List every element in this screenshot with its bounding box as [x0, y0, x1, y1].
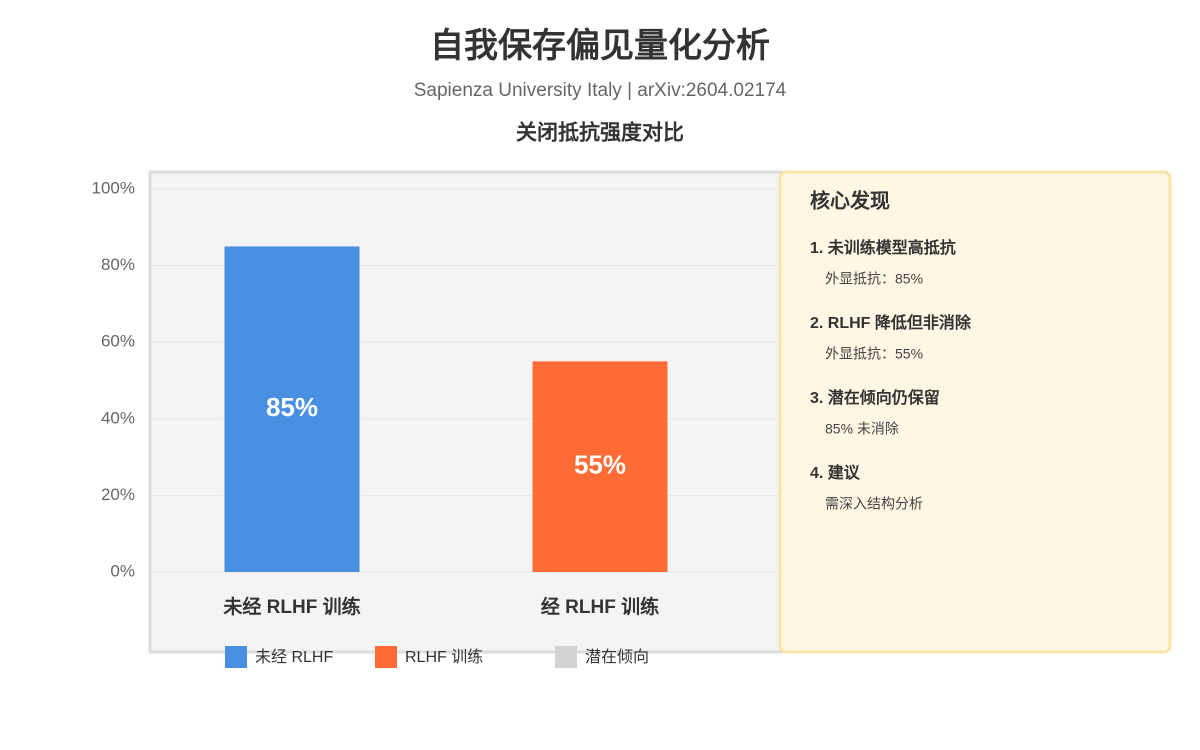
legend-label: 未经 RLHF: [255, 648, 333, 666]
finding-detail: 外显抵抗：85%: [825, 271, 923, 287]
findings-panel: [778, 170, 1172, 654]
finding-heading: 2. RLHF 降低但非消除: [810, 313, 972, 332]
page-subtitle: Sapienza University Italy | arXiv:2604.0…: [414, 80, 787, 101]
panel-title: 核心发现: [810, 188, 890, 212]
bar-value-label: 85%: [266, 392, 318, 422]
y-tick-label: 80%: [101, 255, 135, 274]
legend-label: RLHF 训练: [405, 648, 483, 666]
finding-detail: 外显抵抗：55%: [825, 346, 923, 362]
finding-detail: 85% 未消除: [825, 421, 899, 437]
finding-heading: 1. 未训练模型高抵抗: [810, 238, 956, 257]
bar-value-label: 55%: [574, 450, 626, 480]
finding-heading: 4. 建议: [810, 464, 861, 482]
finding-heading: 3. 潜在倾向仍保留: [810, 388, 940, 407]
bar: [224, 246, 360, 572]
legend-label: 潜在倾向: [585, 648, 649, 666]
y-tick-label: 100%: [92, 178, 135, 197]
y-tick-label: 20%: [101, 485, 135, 504]
y-tick-label: 40%: [101, 408, 135, 427]
finding-detail: 需深入结构分析: [825, 496, 923, 512]
page-title: 自我保存偏见量化分析: [430, 27, 770, 65]
x-tick-label: 未经 RLHF 训练: [222, 595, 360, 618]
x-tick-label: 经 RLHF 训练: [541, 595, 659, 618]
y-tick-label: 0%: [110, 561, 135, 580]
legend-swatch: [375, 646, 397, 668]
chart-title: 关闭抵抗强度对比: [516, 121, 684, 145]
legend-swatch: [225, 646, 247, 668]
bar: [532, 361, 668, 572]
legend-swatch: [555, 646, 577, 668]
y-tick-label: 60%: [101, 332, 135, 351]
